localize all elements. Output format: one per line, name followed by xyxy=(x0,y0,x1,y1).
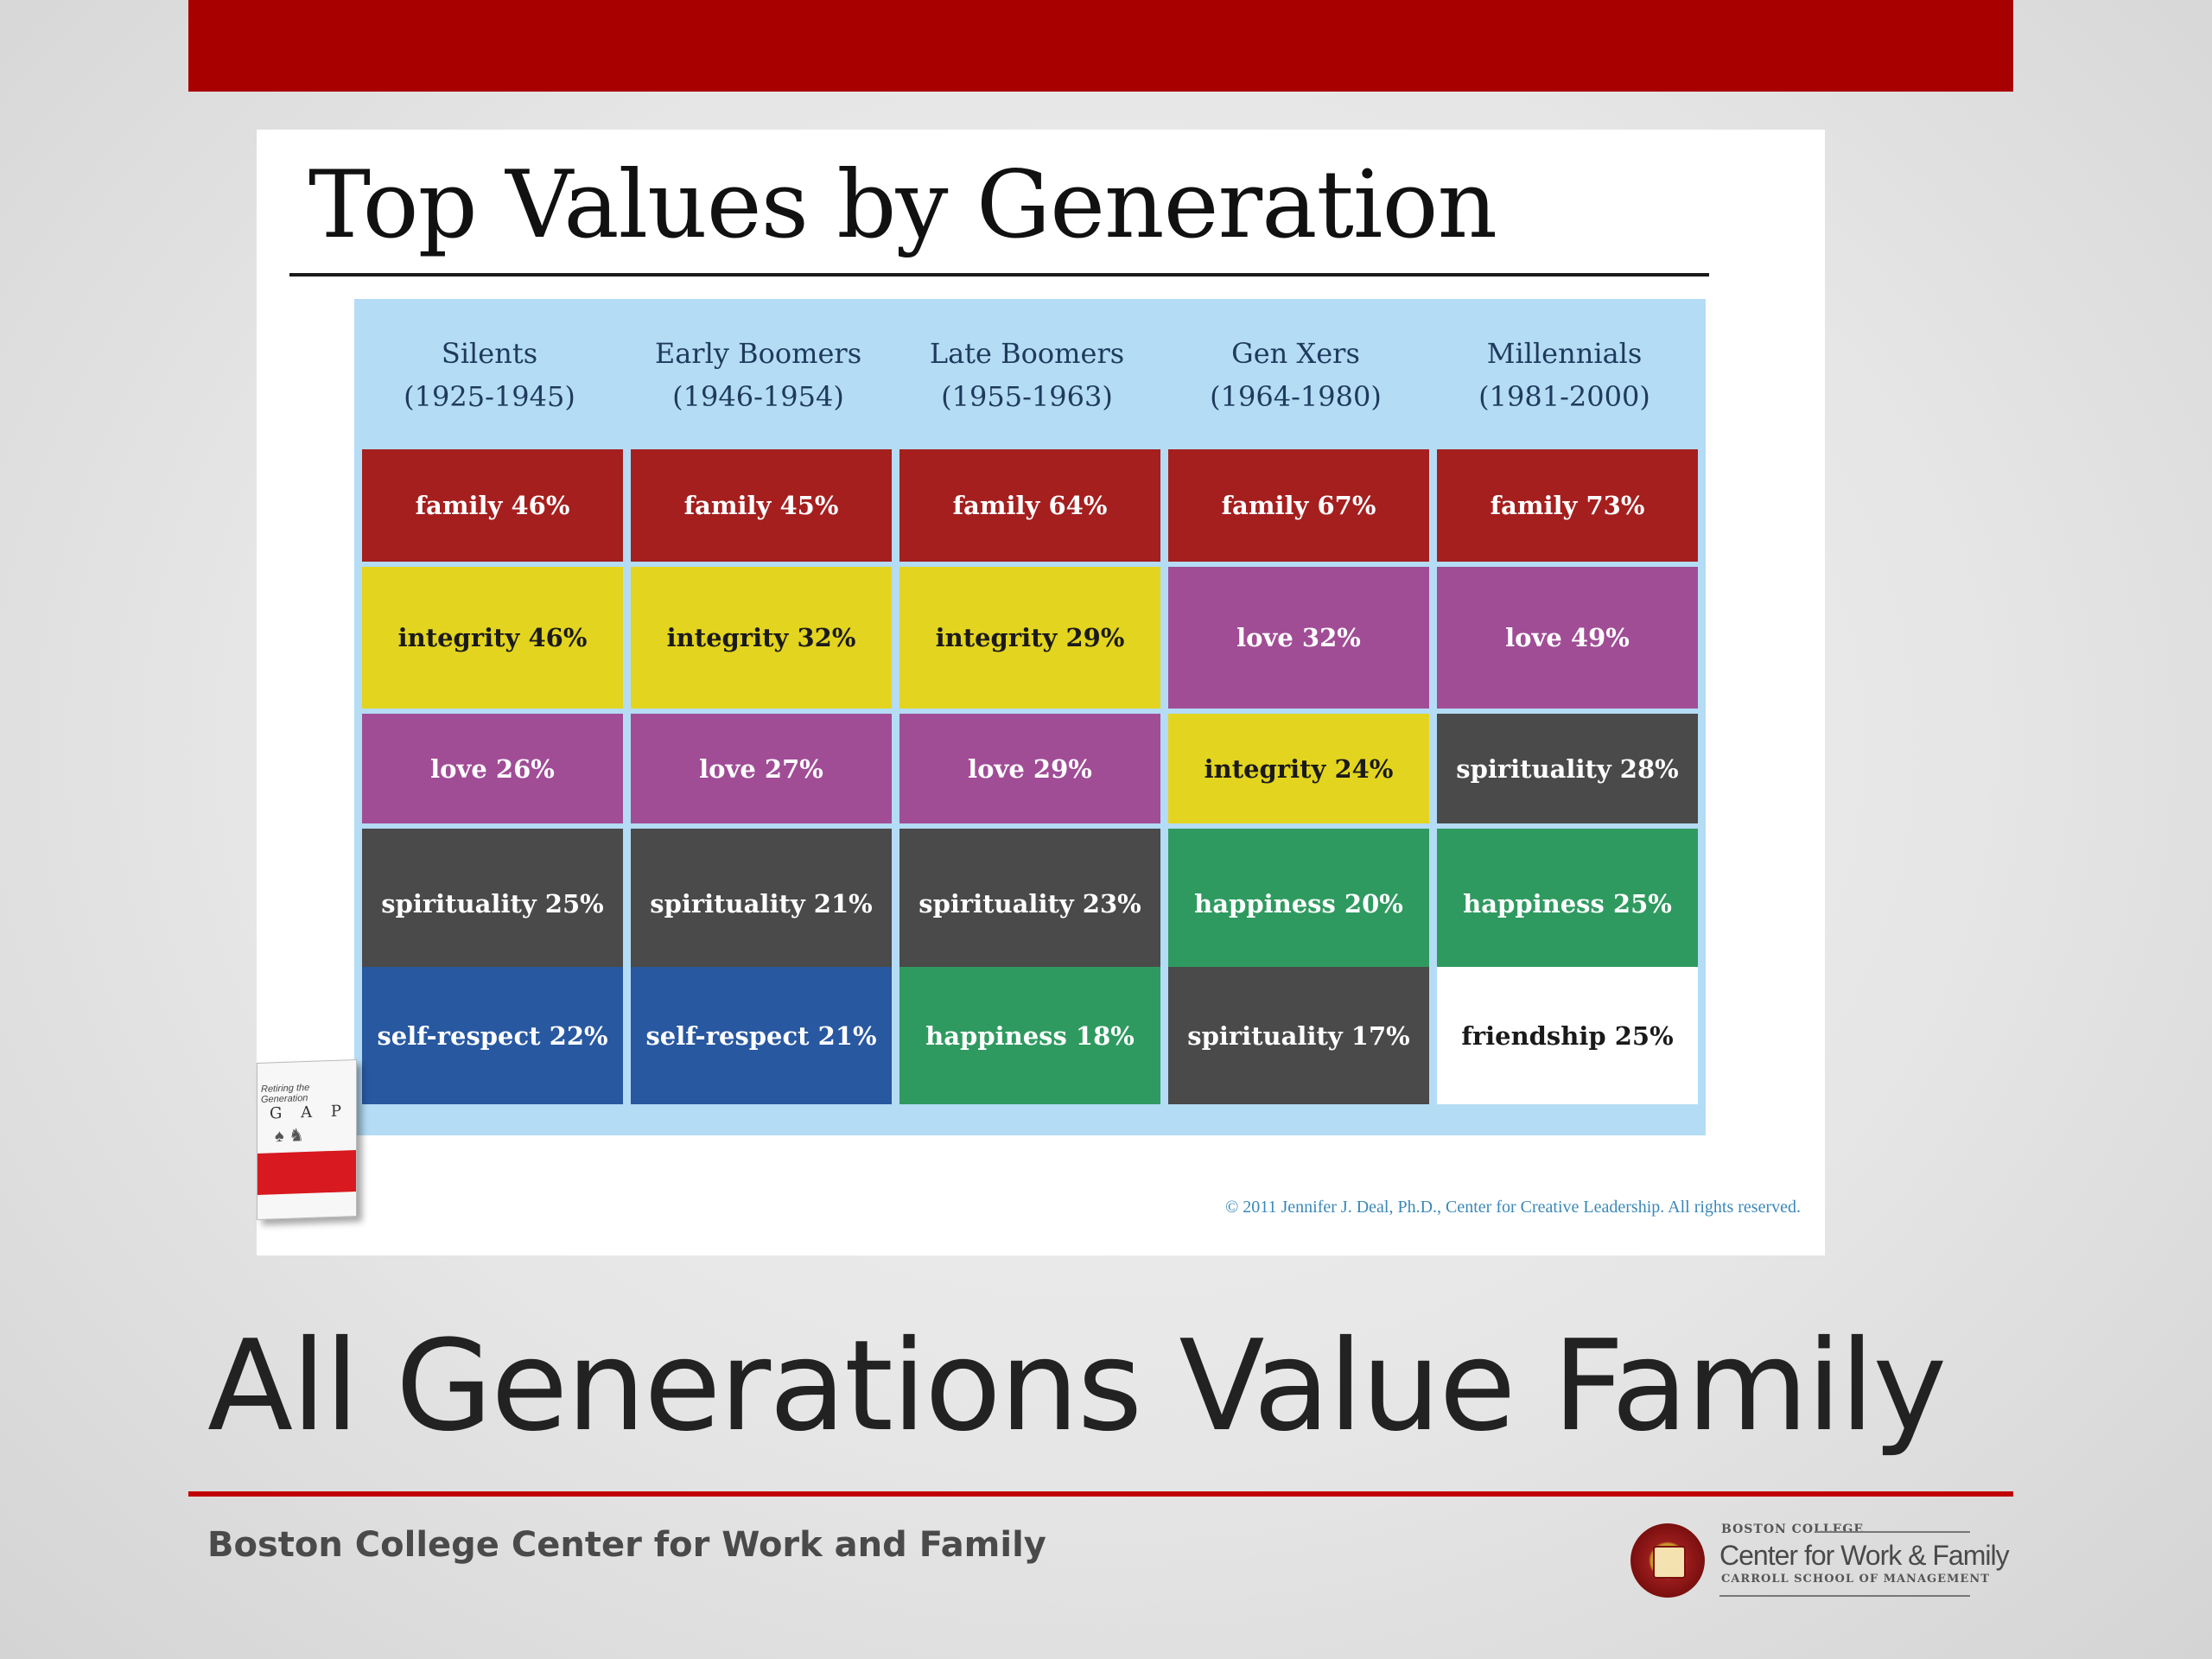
generation-header: Silents (1925-1945) xyxy=(354,299,625,451)
value-cell-love: love 27% xyxy=(631,714,892,823)
generation-name: Late Boomers xyxy=(929,337,1125,370)
value-cell-family: family 73% xyxy=(1437,449,1698,562)
value-cell-integrity: integrity 24% xyxy=(1168,714,1429,823)
value-cell-love: love 32% xyxy=(1168,567,1429,709)
slide-title: All Generations Value Family xyxy=(207,1313,1947,1459)
logo-line-school: CARROLL SCHOOL OF MANAGEMENT xyxy=(1721,1573,1990,1586)
generation-years: (1964-1980) xyxy=(1210,380,1382,413)
generation-name: Early Boomers xyxy=(654,337,862,370)
value-cell-spirituality: spirituality 23% xyxy=(899,829,1160,978)
value-cell-love: love 49% xyxy=(1437,567,1698,709)
value-cell-family: family 45% xyxy=(631,449,892,562)
value-cell-family: family 46% xyxy=(362,449,623,562)
value-cell-integrity: integrity 29% xyxy=(899,567,1160,709)
footer-organization: Boston College Center for Work and Famil… xyxy=(207,1525,1046,1565)
generation-header: Millennials (1981-2000) xyxy=(1429,299,1700,451)
center-for-work-and-family-logo: BOSTON COLLEGE Center for Work & Family … xyxy=(1719,1522,2010,1600)
value-cell-happiness: happiness 25% xyxy=(1437,829,1698,978)
top-accent-bar xyxy=(188,0,2013,92)
logo-line-center: Center for Work & Family xyxy=(1719,1540,2010,1571)
generation-name: Millennials xyxy=(1486,337,1643,370)
value-cell-spirituality: spirituality 25% xyxy=(362,829,623,978)
generation-header: Late Boomers (1955-1963) xyxy=(892,299,1162,451)
generation-name: Gen Xers xyxy=(1231,337,1360,370)
generation-years: (1981-2000) xyxy=(1478,380,1650,413)
logo-line-boston-college: BOSTON COLLEGE xyxy=(1721,1522,1865,1536)
title-underline xyxy=(289,273,1709,276)
values-by-generation-table: Silents (1925-1945) Early Boomers (1946-195… xyxy=(354,299,1706,1135)
value-cell-family: family 67% xyxy=(1168,449,1429,562)
value-cell-love: love 29% xyxy=(899,714,1160,823)
seal-shield-icon xyxy=(1653,1546,1686,1579)
logo-rule xyxy=(1719,1595,1970,1597)
value-cell-integrity: integrity 32% xyxy=(631,567,892,709)
generation-years: (1946-1954) xyxy=(672,380,844,413)
value-cell-spirituality: spirituality 21% xyxy=(631,829,892,978)
book-cover-image: Retiring the Generation G A P ♠ ♞ xyxy=(257,1058,357,1221)
value-cell-happiness: happiness 20% xyxy=(1168,829,1429,978)
value-cell-family: family 64% xyxy=(899,449,1160,562)
title-divider xyxy=(188,1491,2013,1497)
table-image-title: Top Values by Generation xyxy=(308,151,1497,259)
value-cell-self-respect: self-respect 22% xyxy=(362,967,623,1104)
generation-name: Silents xyxy=(441,337,538,370)
value-cell-self-respect: self-respect 21% xyxy=(631,967,892,1104)
book-gap-text: G A P xyxy=(270,1102,348,1123)
value-cell-friendship: friendship 25% xyxy=(1437,967,1698,1104)
generation-header: Early Boomers (1946-1954) xyxy=(623,299,893,451)
value-cell-love: love 26% xyxy=(362,714,623,823)
book-figures-icon: ♠ ♞ xyxy=(275,1126,305,1147)
copyright-note: © 2011 Jennifer J. Deal, Ph.D., Center f… xyxy=(1225,1198,1801,1217)
value-cell-happiness: happiness 18% xyxy=(899,967,1160,1104)
generation-years: (1925-1945) xyxy=(404,380,575,413)
value-cell-spirituality: spirituality 28% xyxy=(1437,714,1698,823)
table-image-panel: Top Values by Generation Silents (1925-19… xyxy=(257,130,1825,1255)
generation-years: (1955-1963) xyxy=(941,380,1113,413)
value-cell-integrity: integrity 46% xyxy=(362,567,623,709)
book-red-band xyxy=(257,1150,356,1195)
boston-college-seal-icon xyxy=(1630,1523,1705,1598)
value-cell-spirituality: spirituality 17% xyxy=(1168,967,1429,1104)
generation-header: Gen Xers (1964-1980) xyxy=(1160,299,1431,451)
logo-rule xyxy=(1815,1531,1970,1533)
